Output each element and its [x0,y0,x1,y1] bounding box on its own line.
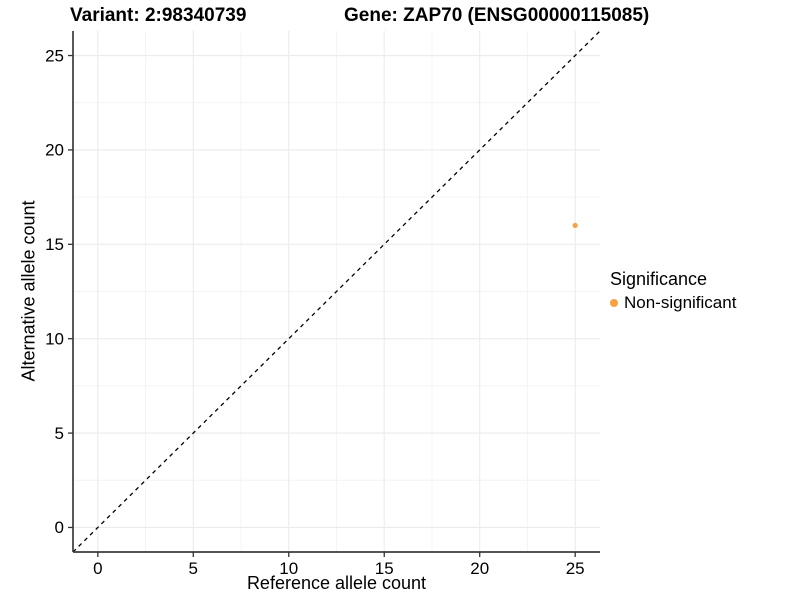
x-tick-label: 5 [189,559,198,578]
y-tick-label: 15 [45,235,64,254]
y-tick-label: 5 [55,424,64,443]
x-tick-label: 20 [470,559,489,578]
x-tick-label: 0 [93,559,102,578]
legend-title: Significance [610,269,708,289]
y-tick-label: 25 [45,46,64,65]
y-tick-label: 0 [55,518,64,537]
identity-line [72,30,601,553]
y-tick-label: 10 [45,329,64,348]
x-axis-title: Reference allele count [246,573,427,593]
legend-entry-label: Non-significant [624,293,737,312]
x-tick-label: 10 [279,559,298,578]
y-axis-title: Alternative allele count [18,200,39,382]
y-tick-label: 20 [45,141,64,160]
gene-title: Gene: ZAP70 (ENSG00000115085) [344,5,650,26]
x-tick-label: 25 [566,559,585,578]
legend-point-icon [610,299,618,307]
legend: Significance Non-significant [610,269,736,313]
data-point [572,222,578,229]
legend-entry: Non-significant [610,293,736,313]
variant-title: Variant: 2:98340739 [70,5,247,26]
x-tick-label: 15 [375,559,394,578]
